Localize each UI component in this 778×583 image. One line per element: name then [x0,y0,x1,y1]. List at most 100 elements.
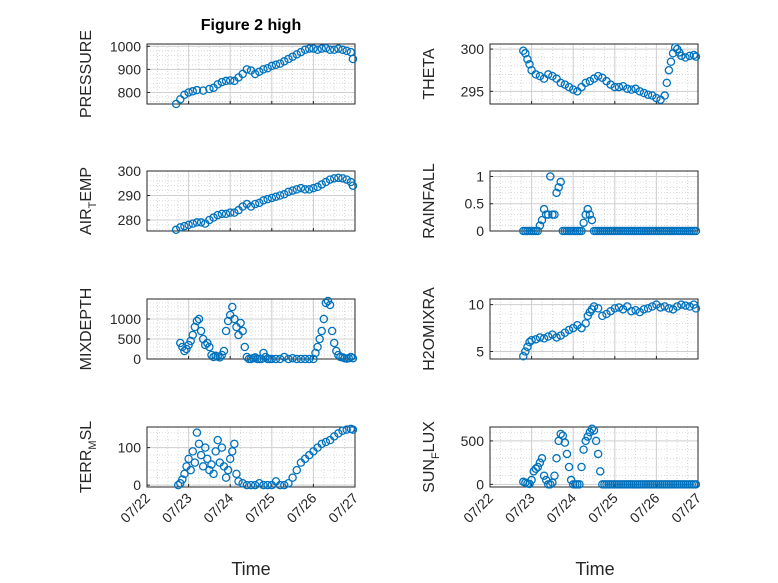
axes-box [146,298,356,360]
data-point [304,185,314,194]
data-point [531,464,541,473]
x-axis-label-right: Time [575,559,614,579]
data-point [342,425,351,434]
data-point [173,480,183,490]
data-point [205,342,214,352]
data-point [198,462,208,471]
data-point [348,425,358,434]
data-point [550,471,559,480]
minor-grid [146,427,356,487]
panel-h2omixra: 5 10 H2OMIXRA [421,287,701,371]
data-point [662,78,672,88]
data-point [213,210,222,220]
data-point [585,210,595,219]
data-point [292,465,302,475]
data-point [225,76,235,85]
minor-grid [146,170,356,231]
data-point [583,432,593,441]
data-point [579,218,588,228]
data-point [280,480,289,490]
data-point [255,67,264,76]
data-point [338,174,347,183]
axes-box [146,170,356,232]
data-point [321,298,331,308]
y-tick-label: 0 [133,351,141,367]
data-point [176,95,185,104]
data-point [267,61,277,71]
data-point [296,47,306,57]
data-point [656,303,665,312]
data-point [267,193,277,203]
data-point [238,202,247,211]
data-point [519,351,528,361]
data-point [589,74,599,83]
data-point [188,330,198,340]
data-point [539,334,549,343]
data-series [173,424,358,490]
data-point [643,304,653,313]
data-point [329,174,339,183]
x-tick-label: 07/23 [502,490,538,526]
data-point [280,57,289,66]
data-point [275,191,285,200]
data-point [317,439,326,449]
data-point [209,213,218,222]
data-point [689,50,699,60]
y-tick-label: 0 [476,476,484,492]
data-point [184,340,193,350]
data-point [271,60,281,70]
data-point [631,84,640,94]
data-point [255,198,264,208]
data-point [589,426,599,435]
data-point [562,449,572,459]
y-axis-label: SUNF​LUX [421,421,442,493]
data-point [171,225,181,235]
data-point [232,469,241,479]
data-point [537,454,547,463]
data-point [263,194,272,204]
x-tick-label: 07/25 [585,490,621,526]
data-point [228,447,237,456]
data-point [660,91,669,100]
data-point [664,304,674,313]
data-point [300,185,310,194]
y-axis-label: THETA [421,48,438,100]
data-point [184,220,193,230]
x-tick-label: 07/27 [325,490,361,526]
data-point [535,333,545,342]
data-point [215,353,225,362]
data-point [598,311,607,321]
data-point [342,175,351,184]
data-point [180,469,189,479]
data-point [323,296,333,306]
data-point [583,204,593,214]
x-tick-label: 07/26 [283,490,319,526]
data-point [296,183,306,193]
x-tick-label: 07/22 [460,490,496,526]
data-point [531,70,541,79]
data-point [255,478,264,488]
data-point [535,221,545,230]
data-point [217,443,227,452]
data-point [221,473,231,482]
data-point [535,458,545,467]
data-point [188,87,198,96]
data-point [176,338,185,348]
data-point [280,190,289,199]
data-point [543,332,553,341]
data-point [225,454,235,464]
data-point [250,199,260,209]
data-point [327,326,337,336]
data-point [334,173,343,183]
data-point [184,454,193,464]
data-point [325,45,335,55]
y-tick-label: 295 [461,83,485,99]
data-point [238,326,247,336]
data-point [554,183,563,192]
data-point [182,344,191,354]
data-point [691,52,701,61]
data-point [643,90,653,99]
data-point [304,354,314,364]
data-point [521,49,530,58]
